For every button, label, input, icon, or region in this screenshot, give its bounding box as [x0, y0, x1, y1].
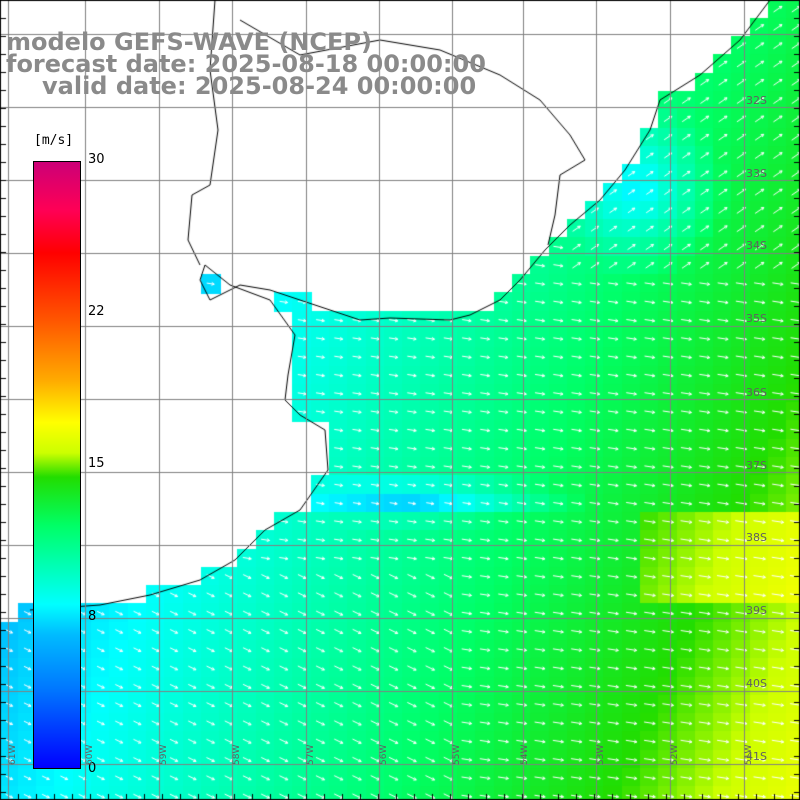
lon-label: 52W	[670, 744, 680, 765]
lat-label: 33S	[746, 167, 767, 180]
model-title: modelo GEFS-WAVE (NCEP)	[6, 28, 372, 56]
colorbar	[33, 161, 81, 769]
lat-label: 38S	[746, 531, 767, 544]
colorbar-tick-8: 8	[88, 609, 97, 624]
forecast-date: forecast date: 2025-08-18 00:00:00	[6, 50, 486, 78]
lat-label: 36S	[746, 386, 767, 399]
lon-label: 51W	[744, 744, 754, 765]
lat-label: 35S	[746, 312, 767, 325]
colorbar-units: [m/s]	[34, 133, 74, 148]
lon-label: 57W	[306, 744, 316, 765]
colorbar-tick-15: 15	[88, 456, 105, 471]
lon-label: 56W	[379, 744, 389, 765]
colorbar-tick-30: 30	[88, 152, 105, 167]
colorbar-tick-0: 0	[88, 761, 97, 776]
lat-label: 32S	[746, 94, 767, 107]
lat-label: 34S	[746, 239, 767, 252]
lat-label: 40S	[746, 677, 767, 690]
valid-date: valid date: 2025-08-24 00:00:00	[42, 72, 477, 100]
lon-label: 53W	[596, 744, 606, 765]
lat-label: 41S	[746, 750, 767, 763]
lon-label: 61W	[8, 744, 18, 765]
lat-label: 37S	[746, 459, 767, 472]
lat-label: 39S	[746, 604, 767, 617]
lon-label: 59W	[159, 744, 169, 765]
colorbar-tick-22: 22	[88, 304, 105, 319]
lon-label: 54W	[520, 744, 530, 765]
lon-label: 60W	[85, 744, 95, 765]
lon-label: 55W	[452, 744, 462, 765]
lon-label: 58W	[232, 744, 242, 765]
